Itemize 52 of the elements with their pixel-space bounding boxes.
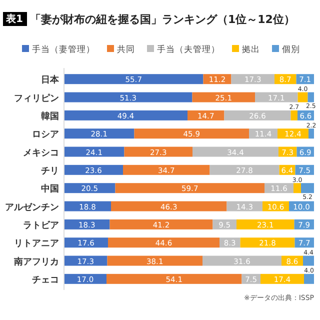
bar <box>301 183 314 194</box>
bar <box>224 110 291 120</box>
legend-label: 個別 <box>282 44 300 55</box>
bar <box>64 128 134 139</box>
bar <box>64 164 123 175</box>
bar <box>294 183 301 194</box>
y-tick-label: ラトビア <box>23 220 59 231</box>
y-tick-label: 中国 <box>41 184 59 195</box>
bar <box>110 219 213 230</box>
bar <box>64 274 106 284</box>
bar <box>64 110 188 120</box>
bar <box>108 238 220 248</box>
bar <box>231 74 274 84</box>
bar <box>260 274 304 284</box>
bar <box>210 164 280 175</box>
text: 表1 <box>5 13 23 25</box>
y-tick-label: ロシア <box>32 130 59 140</box>
bar <box>290 110 298 120</box>
bar <box>308 128 314 139</box>
bar <box>64 183 116 194</box>
y-tick-label: 南アフリカ <box>13 256 59 268</box>
y-tick-label: アルゼンチン <box>5 202 59 213</box>
y-tick-label: リトアニア <box>14 239 59 250</box>
bar <box>298 92 308 102</box>
bar <box>123 164 210 175</box>
bar <box>111 201 227 212</box>
bar <box>64 74 204 84</box>
y-tick-label: 日本 <box>41 74 60 86</box>
legend-label: 手当（妻管理） <box>32 44 95 55</box>
y-tick-label: メキシコ <box>23 148 59 158</box>
y-tick-label: チリ <box>41 166 59 176</box>
bar <box>236 219 294 230</box>
bar <box>107 256 202 266</box>
bar <box>188 110 224 120</box>
y-tick-label: 韓国 <box>41 110 59 122</box>
bar <box>106 274 242 284</box>
legend-label: 手当（夫管理） <box>157 44 220 55</box>
y-tick-label: フィリピン <box>14 92 59 104</box>
y-tick-label: チェコ <box>32 275 59 286</box>
bar <box>308 92 314 102</box>
bar <box>64 238 108 248</box>
bar <box>240 238 295 248</box>
legend-label: 拠出 <box>242 44 260 55</box>
chart-title: 「妻が財布の紐を握る国」ランキング（1位～12位） <box>30 13 295 26</box>
bar <box>64 92 192 102</box>
legend-label: 共同 <box>117 44 135 55</box>
bar <box>303 256 314 266</box>
bar <box>192 146 278 157</box>
bar <box>115 183 264 194</box>
bar <box>304 274 314 284</box>
bar <box>134 128 249 139</box>
bar <box>202 256 282 266</box>
